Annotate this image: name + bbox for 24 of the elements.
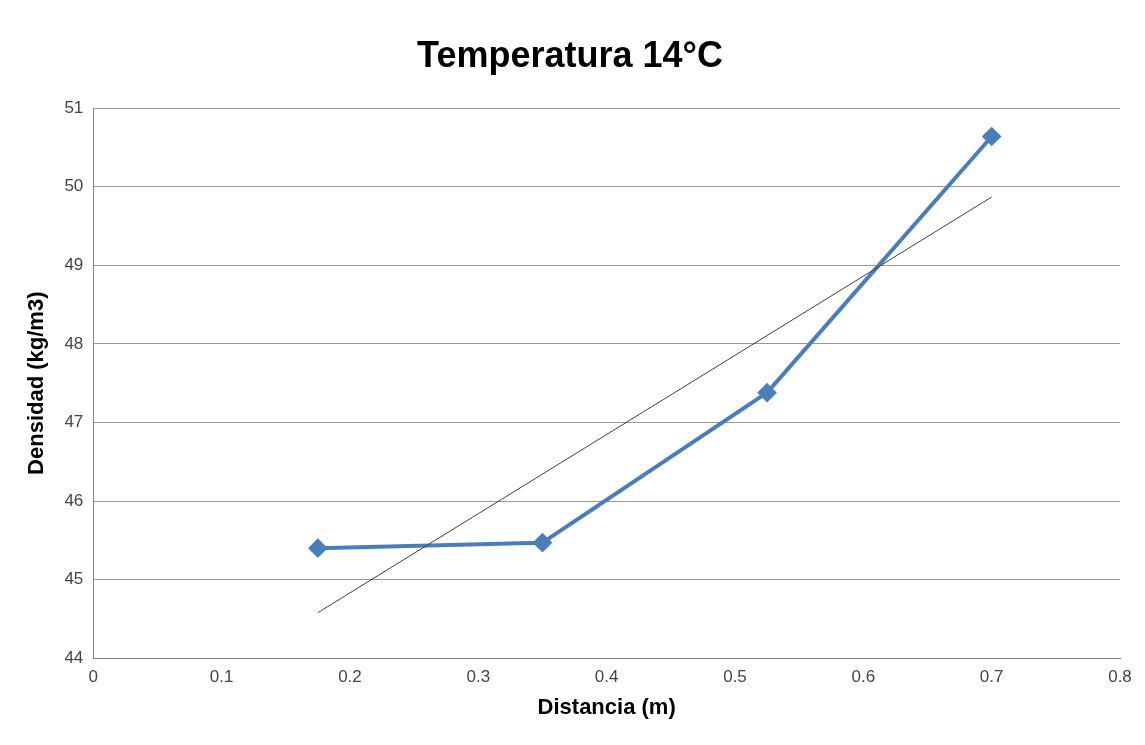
x-tick-label: 0.2 [338,667,362,687]
x-tick-label: 0 [88,667,99,687]
y-tick-label: 50 [64,176,84,196]
y-tick-label: 49 [64,255,84,275]
chart-title: Temperatura 14°C [417,33,723,75]
y-tick-label: 48 [64,333,84,353]
x-tick-label: 0.6 [851,667,876,687]
y-tick-label: 45 [64,569,84,589]
y-tick-label: 47 [64,412,84,432]
x-tick-label: 0.4 [594,667,619,687]
point [758,383,777,402]
point [982,127,1001,146]
x-tick-label: 0.7 [979,667,1004,687]
x-tick-label: 0.1 [209,667,234,687]
x-axis-title: Distancia (m) [537,693,676,719]
y-tick-label: 51 [64,97,84,117]
x-tick-label: 0.8 [1108,667,1132,687]
point [308,539,327,558]
x-tick-label: 0.5 [723,667,747,687]
y-axis-title: Densidad (kg/m3) [23,291,49,475]
y-tick-label: 44 [64,647,84,667]
x-tick-label: 0.3 [466,667,491,687]
point [533,533,552,552]
y-tick-label: 46 [64,490,84,510]
